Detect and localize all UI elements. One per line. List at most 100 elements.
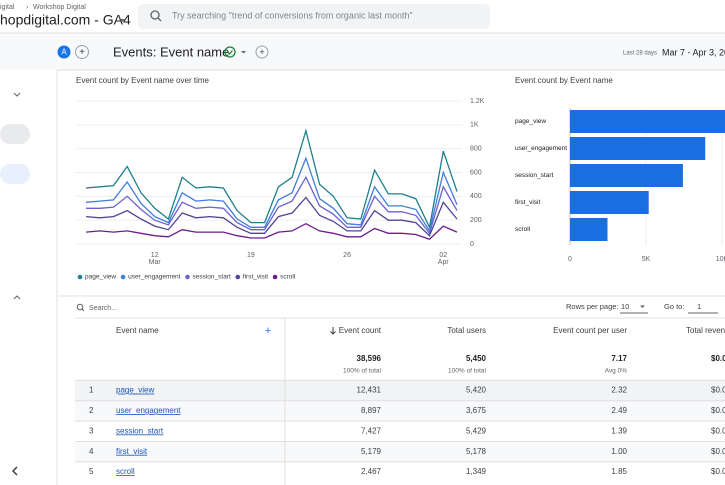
- search-icon: [157, 17, 162, 22]
- column-header[interactable]: Total reven: [686, 326, 725, 335]
- x-tick-label: 12 Mar: [149, 252, 162, 266]
- y-tick-label: 1.2K: [470, 98, 485, 105]
- chart-title: Event count by Event name over time: [76, 76, 210, 85]
- toolbar: [0, 33, 725, 70]
- data-table: Event name + Event count Total users Event c…: [75, 317, 725, 485]
- series-line: [85, 128, 458, 230]
- nav-item[interactable]: [0, 124, 30, 144]
- sort-icon: [330, 327, 336, 335]
- rows-per-page-label: Rows per page:: [566, 302, 619, 311]
- cell: 8,897: [361, 406, 382, 415]
- nav-item-active[interactable]: [0, 164, 30, 184]
- cell: 5,429: [466, 426, 487, 435]
- cell: 12,431: [357, 386, 382, 395]
- cell: 1.39: [611, 426, 627, 435]
- date-preset: Last 28 days: [623, 51, 657, 57]
- table-search[interactable]: Search...: [89, 305, 117, 312]
- column-header[interactable]: Event count: [339, 326, 382, 335]
- x-tick-label: 19: [247, 252, 255, 259]
- event-name-link[interactable]: first_visit: [116, 447, 148, 456]
- legend-label[interactable]: first_visit: [243, 274, 268, 281]
- table-row[interactable]: [75, 400, 725, 422]
- column-header[interactable]: Event count per user: [553, 326, 627, 335]
- legend-label[interactable]: page_view: [85, 274, 116, 281]
- goto-label: Go to:: [664, 302, 684, 311]
- event-name-link[interactable]: page_view: [116, 386, 154, 395]
- cell: 5,420: [466, 386, 487, 395]
- column-header[interactable]: Event name: [116, 326, 159, 335]
- column-header[interactable]: Total users: [447, 326, 486, 335]
- legend-marker: [77, 274, 83, 280]
- total-value: 5,450: [466, 354, 487, 363]
- legend-marker: [272, 274, 278, 280]
- breadcrumb: igital: [0, 4, 15, 11]
- y-tick-label: 1K: [470, 122, 479, 129]
- row-index: 4: [89, 447, 94, 456]
- table-row[interactable]: [75, 461, 725, 483]
- y-tick-label: 200: [470, 217, 482, 224]
- collapse-icon[interactable]: [13, 295, 21, 300]
- cell: 5,179: [361, 447, 382, 456]
- table-row[interactable]: [75, 380, 725, 401]
- plus-icon: +: [79, 47, 85, 58]
- legend-label[interactable]: user_engagement: [128, 274, 181, 281]
- avatar[interactable]: [57, 45, 71, 59]
- plus-icon: +: [259, 47, 264, 57]
- property-name[interactable]: hopdigital.com - GA4: [0, 12, 131, 28]
- goto-value[interactable]: 1: [697, 302, 701, 311]
- dropdown-icon[interactable]: [241, 51, 246, 54]
- cell: $0.0: [711, 406, 725, 415]
- add-comparison[interactable]: [75, 45, 89, 59]
- row-index: 2: [89, 406, 94, 415]
- collapse-icon[interactable]: [13, 92, 21, 97]
- x-tick-label: 5K: [642, 256, 651, 263]
- cell: $0.0: [711, 467, 725, 476]
- series-line: [85, 196, 458, 237]
- table-row[interactable]: [75, 421, 725, 442]
- add-dimension[interactable]: +: [265, 325, 271, 337]
- legend-label[interactable]: scroll: [280, 274, 296, 281]
- series-line: [85, 222, 458, 240]
- total-note: Avg 0%: [605, 368, 628, 375]
- bar: [570, 110, 725, 133]
- check-icon: [227, 50, 233, 55]
- total-note: 100% of total: [343, 368, 381, 375]
- rows-per-page[interactable]: 10: [621, 302, 629, 311]
- total-note: 100% of total: [448, 368, 486, 375]
- collapse-nav[interactable]: [11, 466, 18, 476]
- total-value: 7.17: [611, 354, 627, 363]
- bar-label: user_engagement: [515, 145, 567, 152]
- series-line: [86, 175, 458, 235]
- x-tick-label: 10K: [716, 256, 725, 263]
- search-icon: [81, 308, 85, 312]
- event-name-link[interactable]: scroll: [116, 467, 135, 476]
- y-tick-label: 400: [470, 193, 482, 200]
- cell: 5,178: [466, 447, 487, 456]
- row-index: 1: [89, 386, 94, 395]
- x-tick-label: 0: [568, 256, 572, 263]
- bar: [570, 191, 649, 214]
- legend-marker: [185, 274, 190, 280]
- legend-marker: [120, 274, 126, 280]
- bar: [570, 164, 683, 187]
- search-icon: [150, 10, 160, 20]
- table-row[interactable]: [75, 441, 725, 462]
- add-button[interactable]: [255, 45, 269, 59]
- line-chart: 0 200 400 600 800 1K 1.2K 12 Mar 19 26 02 Apr page_vi…: [76, 98, 485, 281]
- date-range[interactable]: Mar 7 - Apr 3, 202: [662, 47, 725, 57]
- breadcrumb[interactable]: Workshop Digital: [33, 4, 86, 11]
- x-tick-label: 26: [343, 252, 351, 259]
- y-tick-label: 600: [470, 169, 482, 176]
- bar-label: page_view: [515, 118, 546, 125]
- search-box[interactable]: [138, 4, 490, 29]
- search-icon: [76, 303, 84, 311]
- cell: 1.85: [611, 467, 627, 476]
- legend-label[interactable]: session_start: [192, 274, 230, 281]
- cell: $0.0: [711, 386, 725, 395]
- event-name-link[interactable]: session_start: [116, 426, 164, 435]
- y-tick-label: 800: [470, 146, 482, 153]
- breadcrumb-separator: ›: [26, 4, 29, 11]
- event-name-link[interactable]: user_engagement: [116, 406, 181, 415]
- bar-label: session_start: [515, 172, 553, 179]
